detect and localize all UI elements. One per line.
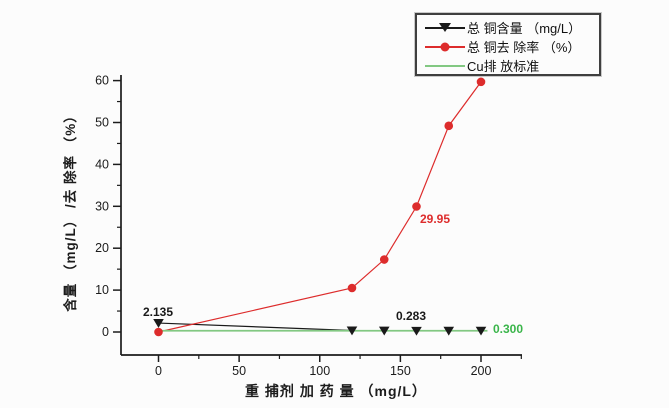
x-tick-label: 100 xyxy=(309,364,330,378)
x-tick-label: 150 xyxy=(390,364,411,378)
triangle-down-icon xyxy=(439,22,451,32)
y-tick-label: 30 xyxy=(95,199,109,213)
legend-item-removal-rate: 总 铜去 除率 （%） xyxy=(423,37,599,56)
x-axis-title: 重 捕剂 加 药 量 （mg/L） xyxy=(245,383,427,399)
series-line-1 xyxy=(158,81,482,333)
legend-label: 总 铜含量 （mg/L） xyxy=(467,21,582,36)
circle-marker-icon xyxy=(440,42,450,51)
y-tick-label: 40 xyxy=(95,157,109,171)
y-tick-label: 10 xyxy=(95,283,109,297)
y-tick-label: 20 xyxy=(95,241,109,255)
data-point-circle xyxy=(379,255,389,264)
y-tick-label: 60 xyxy=(95,74,109,88)
legend-marker xyxy=(423,40,467,54)
legend-item-total-copper-content: 总 铜含量 （mg/L） xyxy=(423,18,599,37)
data-point-triangle xyxy=(346,326,358,336)
data-point-triangle xyxy=(378,326,390,336)
data-point-triangle xyxy=(443,326,455,336)
x-tick-label: 200 xyxy=(471,364,492,378)
legend-marker xyxy=(423,21,467,35)
data-point-triangle xyxy=(475,326,487,336)
series-line-0 xyxy=(158,322,482,332)
annotation-removal-rate-at-160: 29.95 xyxy=(420,212,451,226)
green-line-swatch xyxy=(425,64,465,67)
x-tick-label: 0 xyxy=(155,364,162,378)
data-point-circle xyxy=(412,202,421,211)
data-point-circle xyxy=(444,121,454,131)
legend-label: Cu排 放标准 xyxy=(467,59,540,74)
legend-label: 总 铜去 除率 （%） xyxy=(467,40,581,55)
y-axis-title: 含量 （mg/L） /去 除率 （%） xyxy=(63,108,78,312)
annotation-content-at-0: 2.135 xyxy=(142,305,174,319)
legend-box: 总 铜含量 （mg/L） 总 铜去 除率 （%） Cu排 放标准 xyxy=(415,13,601,76)
y-tick-label: 0 xyxy=(102,325,109,339)
legend-item-discharge-standard: Cu排 放标准 xyxy=(423,56,599,75)
data-point-triangle xyxy=(153,319,164,328)
data-point-circle xyxy=(476,77,486,87)
data-point-circle xyxy=(154,327,163,337)
data-point-circle xyxy=(347,283,357,293)
legend-marker xyxy=(423,59,467,73)
y-tick-label: 50 xyxy=(95,116,109,130)
annotation-discharge-standard: 0.300 xyxy=(493,322,524,336)
annotation-content-at-160: 0.283 xyxy=(395,309,427,323)
data-point-triangle xyxy=(411,326,422,336)
x-tick-label: 50 xyxy=(232,364,246,378)
